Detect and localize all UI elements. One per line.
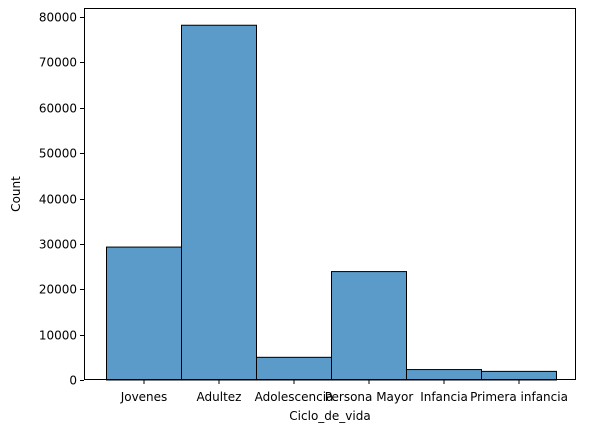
y-tick-label: 50000 [39, 147, 77, 161]
bar-adolescencia [256, 356, 332, 381]
x-tick-label: Adultez [197, 390, 242, 404]
bars-group [106, 24, 557, 381]
y-tick-label: 20000 [39, 283, 77, 297]
y-tick-label: 10000 [39, 329, 77, 343]
bar-primera-infancia [481, 370, 557, 381]
bar-persona-mayor [331, 271, 407, 381]
x-tick-label: Primera infancia [470, 390, 568, 404]
y-tick-label: 40000 [39, 193, 77, 207]
y-tick-label: 30000 [39, 238, 77, 252]
y-tick-label: 80000 [39, 11, 77, 25]
y-axis-label: Count [9, 176, 23, 212]
x-tick-label: Persona Mayor [325, 390, 414, 404]
y-axis-ticks: 0 10000 20000 30000 40000 50000 60000 70000 8000… [39, 11, 84, 388]
x-axis-label: Ciclo_de_vida [289, 409, 370, 423]
x-tick-label: Infancia [420, 390, 468, 404]
bar-adultez [181, 24, 257, 381]
y-tick-label: 0 [69, 374, 77, 388]
bar-jovenes [106, 246, 182, 381]
y-tick-label: 60000 [39, 102, 77, 116]
x-tick-label: Adolescencia [255, 390, 334, 404]
plot-frame [84, 8, 576, 380]
x-tick-label: Jovenes [120, 390, 168, 404]
y-tick-label: 70000 [39, 56, 77, 70]
bar-infancia [406, 369, 482, 381]
